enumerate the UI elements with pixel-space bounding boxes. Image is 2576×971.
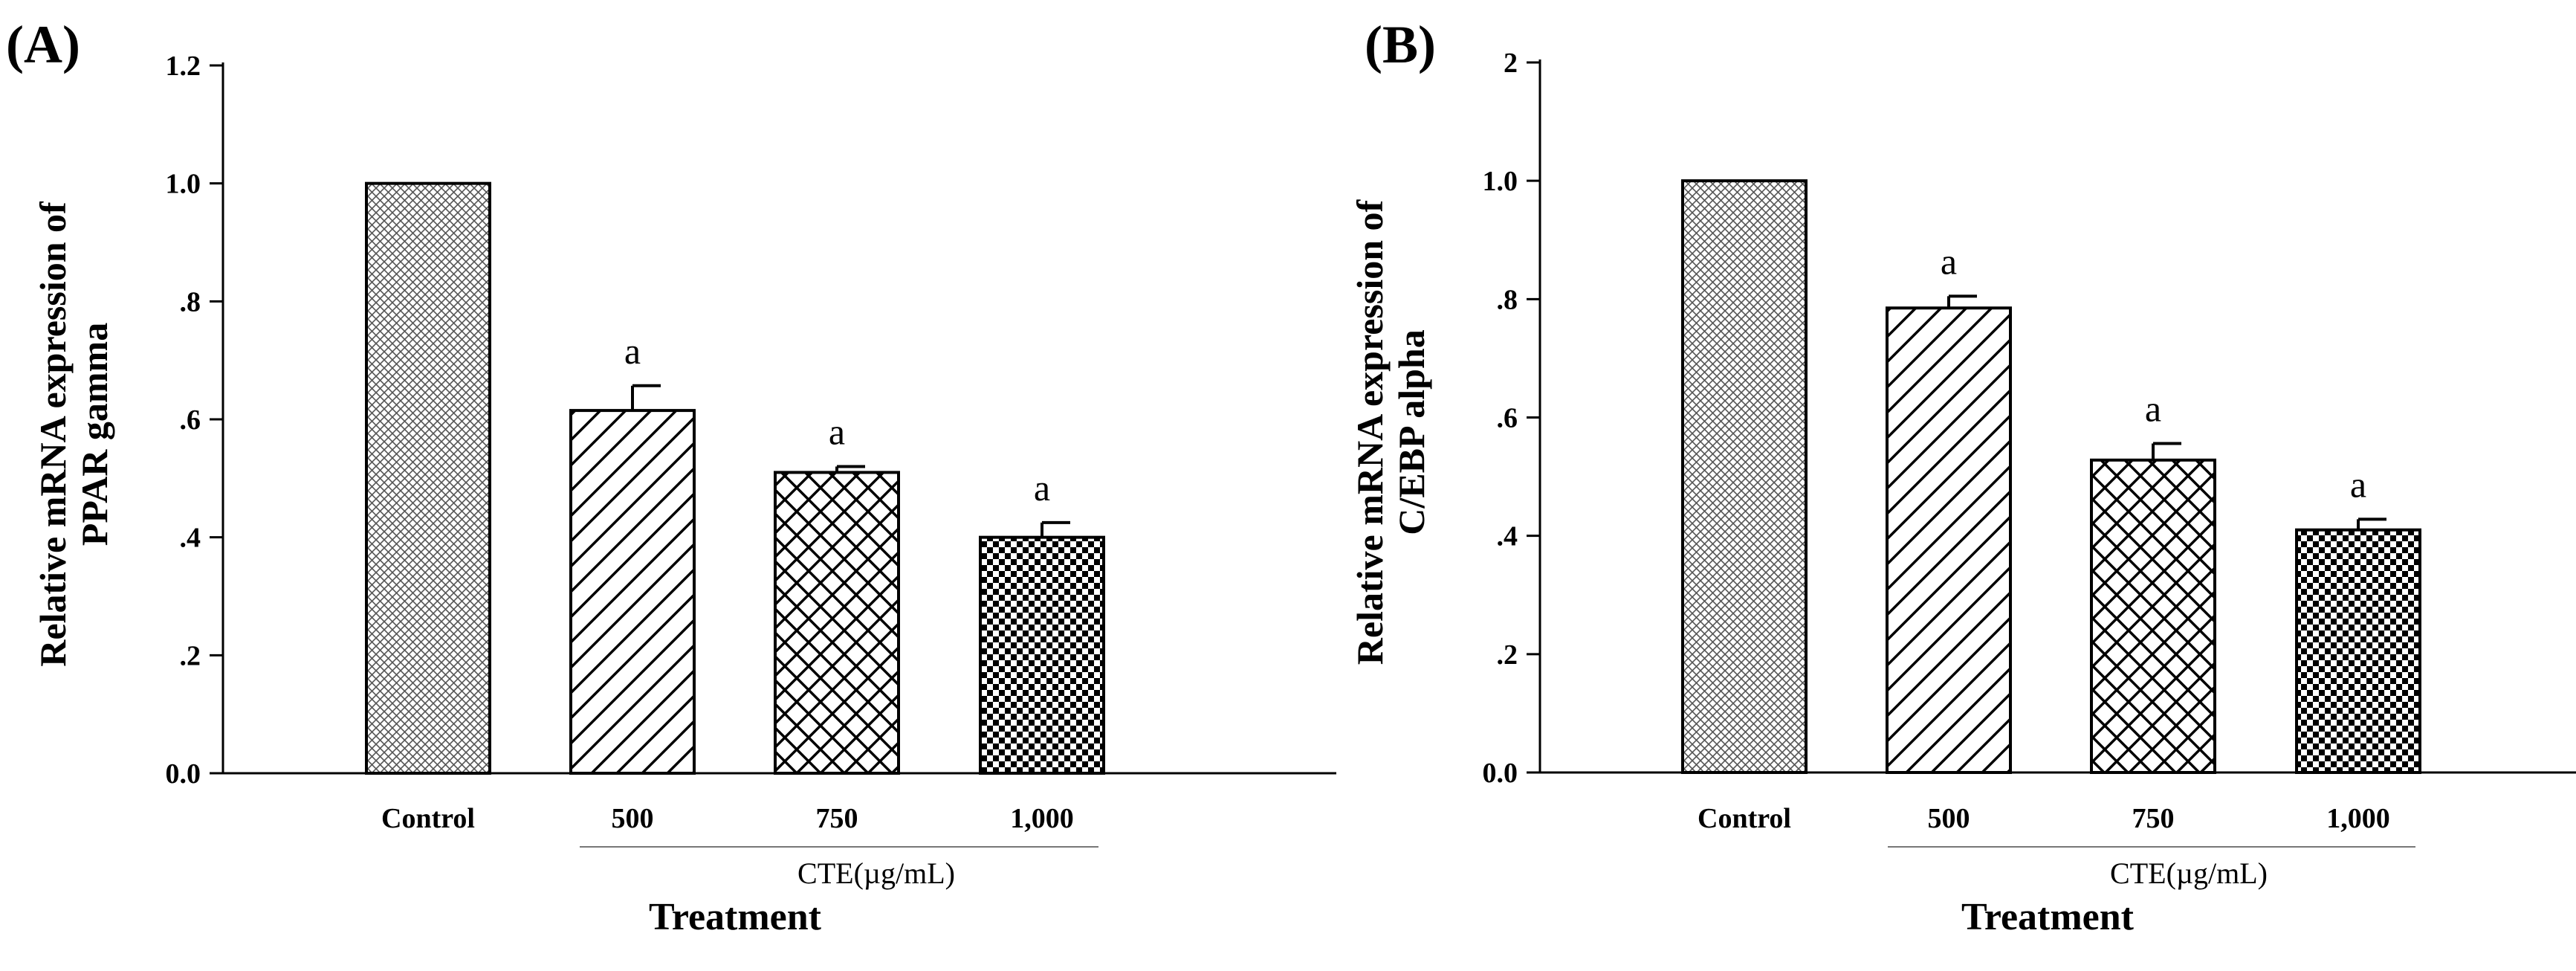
y-tick-label: .6 <box>1497 403 1518 434</box>
y-axis-label-line1: Relative mRNA expression of <box>1349 199 1391 665</box>
y-axis-label-line2: PPAR gamma <box>74 323 115 546</box>
significance-label: a <box>829 410 845 452</box>
y-tick-label: .8 <box>180 286 201 317</box>
x-tick-label: 500 <box>1928 803 1970 834</box>
x-tick-label: 1,000 <box>2326 803 2390 834</box>
x-tick-label: 750 <box>2132 803 2175 834</box>
y-axis-label-line1: Relative mRNA expression of <box>32 201 74 667</box>
x-tick-label: 500 <box>612 803 654 834</box>
y-tick-label: 1.2 <box>166 51 201 82</box>
group-label: CTE(µg/mL) <box>797 857 955 890</box>
significance-label: a <box>624 330 641 372</box>
significance-label: a <box>2350 463 2366 505</box>
significance-label: a <box>1034 467 1050 509</box>
bar-500 <box>1886 306 2012 775</box>
y-tick-label: 1.0 <box>166 169 201 200</box>
x-tick-label: Control <box>381 803 475 834</box>
bar-Control <box>365 181 491 775</box>
y-tick-label: .2 <box>1497 639 1518 671</box>
x-tick-label: 1,000 <box>1010 803 1074 834</box>
bar-Control <box>1681 179 1808 774</box>
y-tick-label: 0.0 <box>1483 758 1518 789</box>
x-tick-label: 750 <box>816 803 858 834</box>
y-tick-label: 2 <box>1504 48 1518 79</box>
x-tick-label: Control <box>1698 803 1791 834</box>
chart-panel-a: (A) 0.0 .2 .4 .6 .8 1.0 1.2 Relative mRNA expres… <box>6 15 1336 938</box>
bar-1000 <box>979 535 1105 775</box>
y-tick-label: .4 <box>1497 521 1518 552</box>
y-axis-label-line2: C/EBP alpha <box>1391 329 1432 535</box>
bar-750 <box>774 471 900 775</box>
y-tick-label: .4 <box>180 523 201 554</box>
panel-label: (A) <box>6 15 80 74</box>
bar-750 <box>2090 458 2216 774</box>
group-label: CTE(µg/mL) <box>2110 857 2268 890</box>
chart-panel-b: (B) 0.0 .2 .4 .6 .8 1.0 2 Relative mRNA expressi… <box>1349 15 2576 938</box>
y-tick-label: .2 <box>180 640 201 671</box>
panel-label: (B) <box>1365 15 1436 74</box>
y-tick-label: .8 <box>1497 284 1518 315</box>
y-tick-label: 1.0 <box>1483 166 1518 197</box>
bar-500 <box>569 409 696 775</box>
y-tick-label: 0.0 <box>166 758 201 790</box>
x-axis-title: Treatment <box>1961 896 2135 938</box>
significance-label: a <box>1941 240 1957 282</box>
bar-1000 <box>2295 528 2421 774</box>
significance-label: a <box>2145 388 2161 430</box>
y-tick-label: .6 <box>180 404 201 436</box>
x-axis-title: Treatment <box>649 896 822 938</box>
